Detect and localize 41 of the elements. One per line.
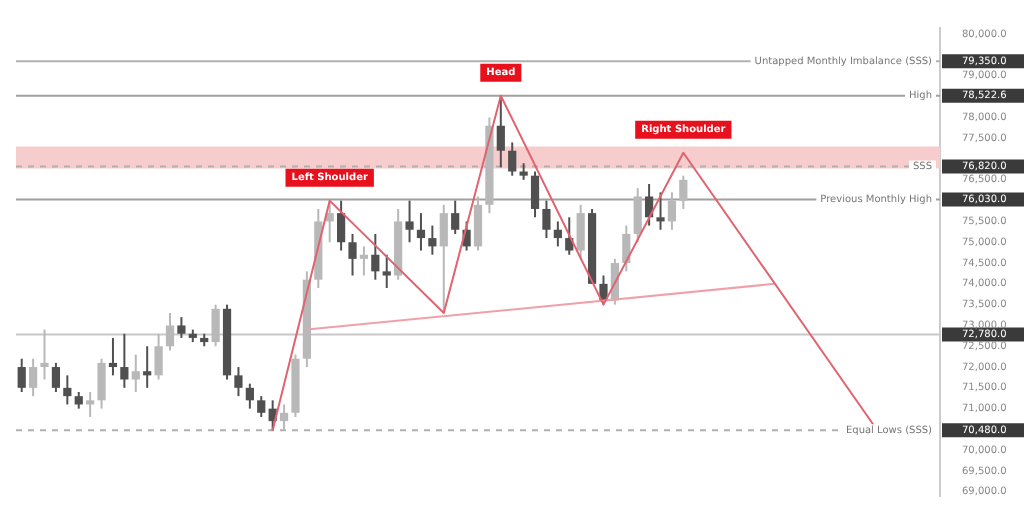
- candlestick: [108, 336, 118, 377]
- candlestick: [576, 203, 585, 260]
- candlestick: [553, 220, 562, 248]
- candlestick: [496, 94, 505, 169]
- candlestick: [120, 332, 129, 389]
- candlestick: [211, 303, 220, 348]
- candlestick: [656, 191, 665, 231]
- candlestick: [371, 232, 380, 281]
- candlestick: [382, 253, 391, 289]
- candlestick: [154, 332, 163, 381]
- candlestick: [622, 224, 631, 273]
- candlestick: [40, 328, 49, 381]
- candlestick: [63, 374, 72, 406]
- candlestick: [131, 353, 140, 393]
- candlestick: [257, 395, 266, 418]
- candlestick: [234, 366, 243, 398]
- candlestick: [86, 391, 95, 418]
- candlestick: [51, 361, 61, 393]
- candlestick: [17, 357, 26, 393]
- candlestick: [508, 141, 517, 177]
- candlestick: [97, 357, 106, 410]
- candlestick: [451, 199, 460, 235]
- candlestick: [177, 316, 186, 339]
- candlestick: [439, 203, 448, 314]
- candlestick: [245, 382, 254, 410]
- candlestick: [633, 187, 642, 244]
- candlestick: [165, 311, 175, 352]
- candlestick: [667, 191, 677, 231]
- candlestick: [679, 174, 688, 210]
- candlestick: [359, 245, 369, 277]
- candlestick: [348, 232, 357, 277]
- candlestick: [473, 195, 483, 252]
- candlestick: [428, 224, 437, 256]
- candlestick: [542, 199, 551, 240]
- candlestick: [530, 170, 540, 219]
- candlestick: [337, 199, 346, 252]
- candlestick: [29, 357, 38, 398]
- candlestick: [405, 199, 414, 244]
- candlestick: [565, 216, 574, 256]
- candlestick: [416, 212, 426, 252]
- candlestick: [143, 345, 152, 389]
